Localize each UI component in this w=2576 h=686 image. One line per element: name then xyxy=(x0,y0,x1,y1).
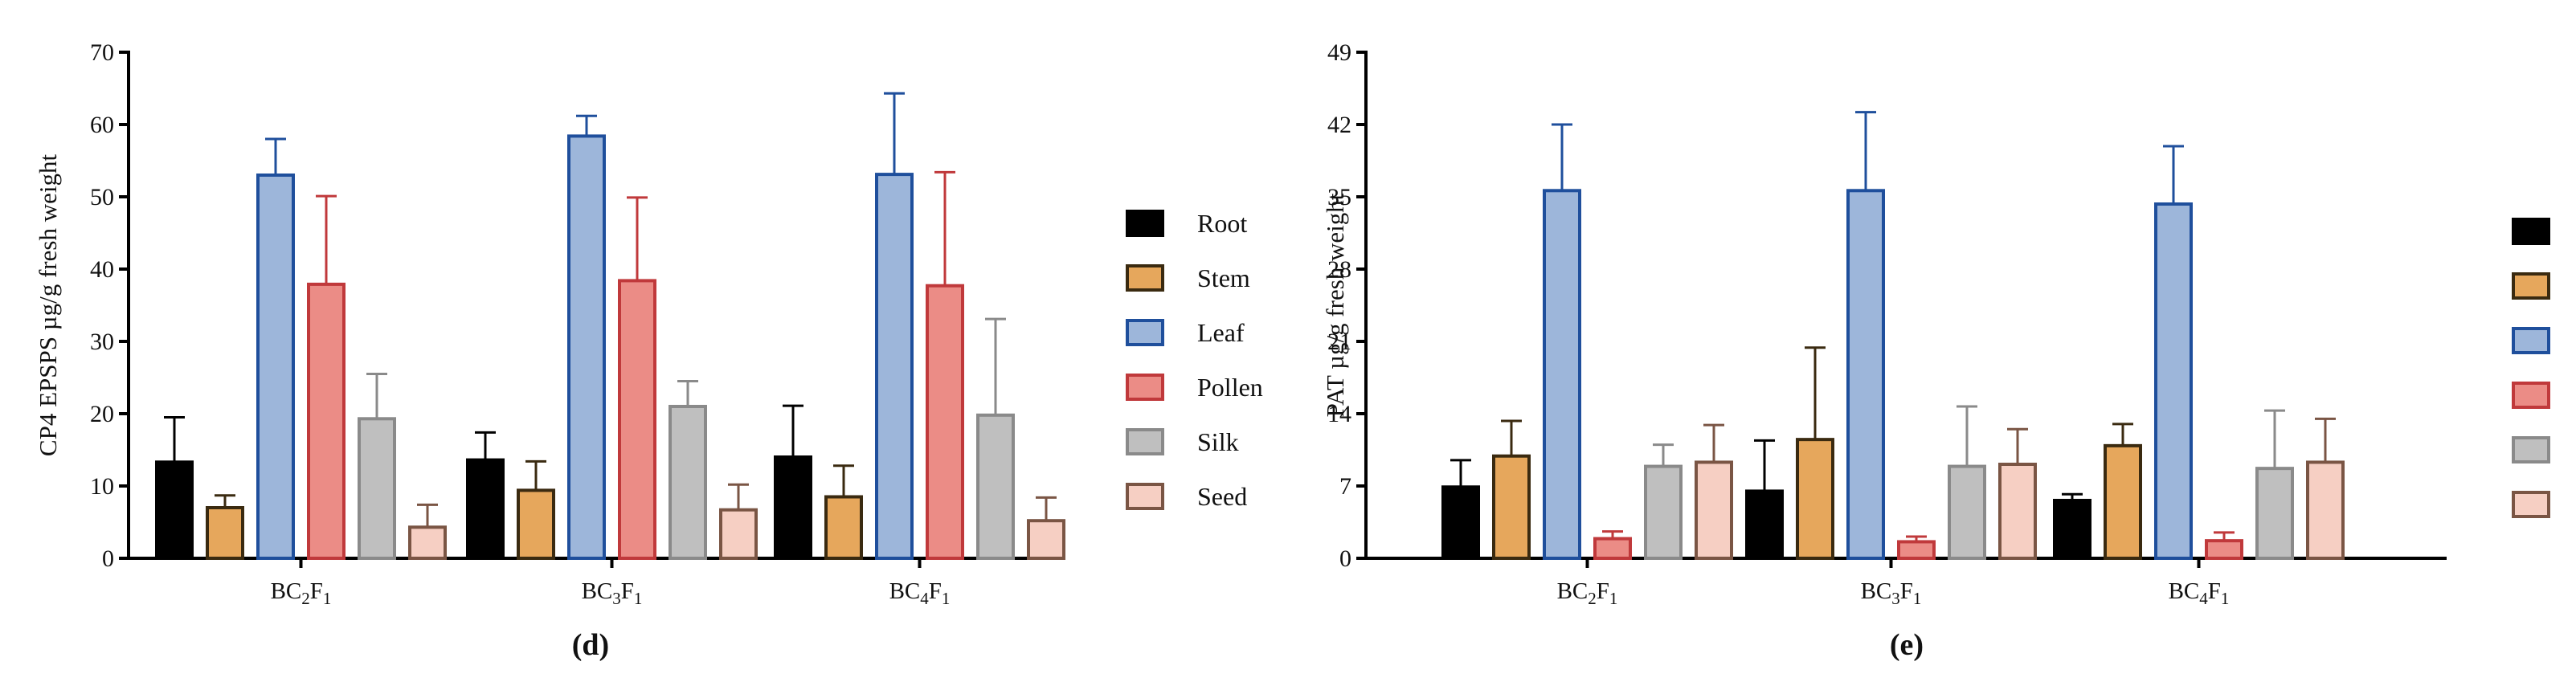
bar xyxy=(976,413,1015,560)
bar xyxy=(408,525,447,560)
bar xyxy=(1998,463,2037,560)
bar xyxy=(1027,519,1065,561)
bar xyxy=(517,488,555,561)
legend-label: Leaf xyxy=(1197,318,1245,347)
legend-label: Pollen xyxy=(1197,373,1263,402)
y-tick-label: 42 xyxy=(1327,112,1351,138)
bar xyxy=(669,405,707,560)
y-tick-label: 35 xyxy=(1327,184,1351,210)
y-tick-label: 49 xyxy=(1327,39,1351,66)
bar xyxy=(1948,464,1986,560)
y-tick-label: 70 xyxy=(90,39,114,66)
legend-swatch xyxy=(2512,436,2550,463)
x-tick-label: BC4F1 xyxy=(889,578,951,608)
bar xyxy=(567,134,606,560)
x-tick-label: BC3F1 xyxy=(582,578,643,608)
legend-swatch xyxy=(2512,272,2550,300)
bar xyxy=(926,284,964,560)
bar xyxy=(358,417,396,560)
y-tick-label: 30 xyxy=(90,329,114,355)
y-tick-label: 60 xyxy=(90,112,114,138)
bar xyxy=(206,506,244,560)
bar xyxy=(824,495,863,560)
bar xyxy=(875,173,914,560)
legend-label: Seed xyxy=(1197,482,1247,511)
legend-swatch xyxy=(1126,319,1164,346)
y-tick-label: 50 xyxy=(90,184,114,210)
legend-swatch xyxy=(2512,382,2550,409)
y-tick-label: 10 xyxy=(90,473,114,500)
bar xyxy=(1796,438,1834,561)
bar xyxy=(719,508,758,561)
x-tick-label: BC3F1 xyxy=(1861,578,1922,608)
x-tick-label: BC2F1 xyxy=(1557,578,1618,608)
x-tick-label: BC4F1 xyxy=(2169,578,2230,608)
bar xyxy=(1695,460,1733,561)
chart-e: 0 7 14 21 28 35 42 49 PAT µg/g fresh weight BC2F1… xyxy=(1321,39,2550,662)
legend-swatch xyxy=(1126,210,1164,237)
panel-label: (d) xyxy=(572,628,609,662)
y-tick-label: 21 xyxy=(1327,329,1351,355)
legend-swatch xyxy=(2512,327,2550,354)
y-tick-label: 20 xyxy=(90,401,114,427)
bar xyxy=(1543,189,1581,561)
y-tick-label: 28 xyxy=(1327,256,1351,283)
bar xyxy=(2255,467,2294,561)
bar xyxy=(1441,485,1480,560)
legend-label: Silk xyxy=(1197,427,1239,456)
legend-swatch xyxy=(1126,428,1164,455)
chart-d: 0 10 20 30 40 50 60 70 CP4 EPSPS µg/g fresh weig… xyxy=(34,39,1263,662)
bar xyxy=(307,282,346,560)
bar xyxy=(618,279,656,560)
bar xyxy=(2053,499,2091,560)
legend-swatch xyxy=(1126,374,1164,401)
legend-swatch xyxy=(2512,491,2550,518)
legend-label: Root xyxy=(1197,209,1247,238)
bar xyxy=(2306,460,2345,561)
panel-label: (e) xyxy=(1890,628,1924,662)
bar xyxy=(155,460,194,560)
bar xyxy=(2104,443,2142,560)
bar xyxy=(1593,537,1632,560)
legend-swatch xyxy=(1126,264,1164,292)
bar xyxy=(1745,489,1784,561)
bar xyxy=(1897,540,1936,561)
bar xyxy=(2154,202,2193,560)
bar xyxy=(1846,189,1885,561)
bar xyxy=(1492,454,1531,561)
y-axis-title: PAT µg/g fresh weight xyxy=(1321,193,1349,417)
y-tick-label: 14 xyxy=(1327,401,1351,427)
y-tick-label: 7 xyxy=(1339,473,1351,500)
y-axis-title: CP4 EPSPS µg/g fresh weight xyxy=(34,154,62,457)
y-tick-label: 0 xyxy=(1339,545,1351,572)
x-tick-label: BC2F1 xyxy=(271,578,332,608)
legend-swatch xyxy=(1126,483,1164,510)
bar xyxy=(256,174,295,560)
bar xyxy=(1644,464,1683,560)
bar xyxy=(466,458,505,560)
legend-label: Stem xyxy=(1197,263,1250,292)
bar xyxy=(2205,539,2243,561)
legend-swatch xyxy=(2512,218,2550,245)
y-tick-label: 0 xyxy=(102,545,114,572)
bar xyxy=(774,455,812,560)
y-tick-label: 40 xyxy=(90,256,114,283)
